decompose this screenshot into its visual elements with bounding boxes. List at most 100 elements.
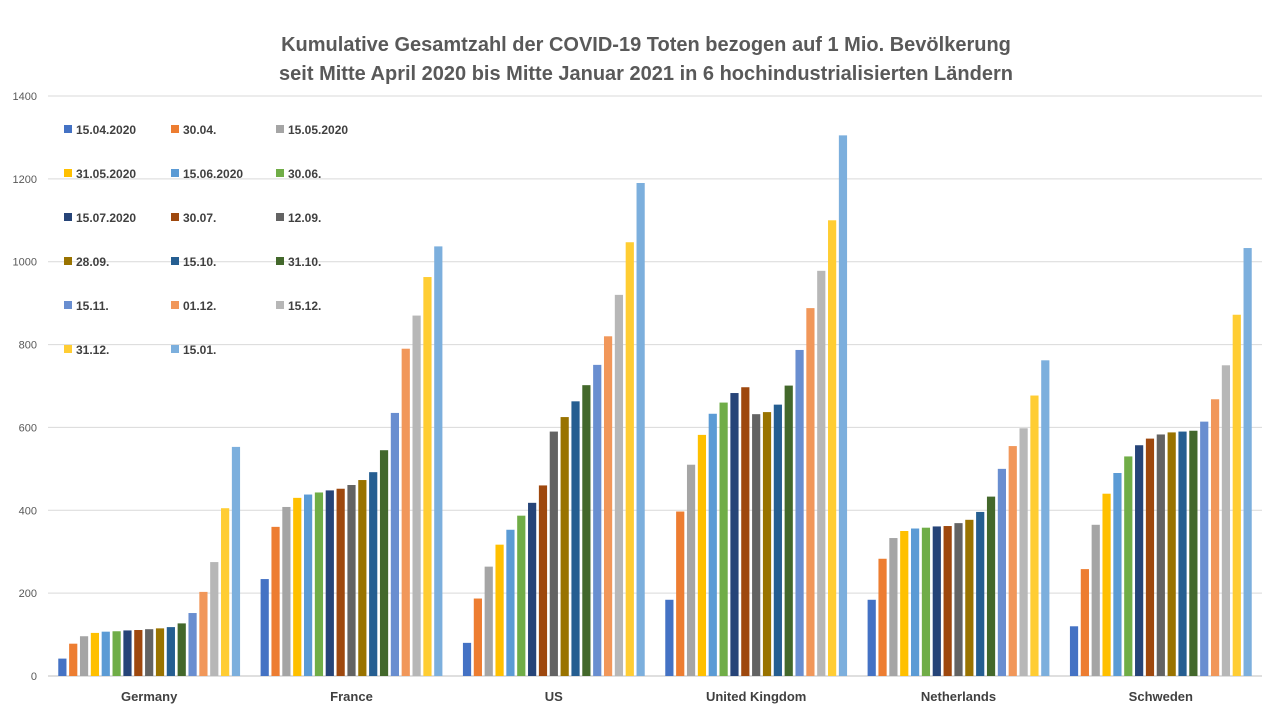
bar [390,412,399,676]
legend-swatch [171,257,179,265]
bar [1113,473,1122,676]
bar [336,488,345,676]
x-category-label: US [545,689,563,704]
bar [495,544,504,676]
bar [889,538,898,676]
bar [379,450,389,676]
bar [484,566,493,676]
legend-swatch [171,125,179,133]
plot-area [58,135,1252,677]
legend-label: 15.10. [183,255,216,269]
x-category-label: United Kingdom [706,689,806,704]
bar [199,591,208,676]
bar [221,508,230,676]
bar [806,308,815,676]
legend-label: 15.07.2020 [76,211,136,225]
bar [369,472,378,676]
bar [762,412,772,676]
bar [603,336,613,676]
bar [838,135,848,677]
bar [582,385,591,676]
y-tick-label: 200 [19,588,37,600]
y-axis: 0 200 400 600 800 1000 1200 1400 [13,91,37,683]
bar [686,464,696,676]
legend-label: 15.11. [76,299,109,313]
bar [101,631,110,676]
bar [325,490,334,676]
bar [304,494,313,676]
legend-swatch [171,301,179,309]
bar [997,468,1006,676]
bar [1189,430,1198,676]
bar [954,523,963,676]
bar [986,496,996,676]
bar [965,519,974,676]
bar [401,348,410,676]
bar [976,511,985,676]
bar [210,562,219,676]
bar [867,599,876,676]
bar [1243,248,1252,677]
legend-swatch [64,345,72,353]
gridlines [48,95,1262,677]
bar [1041,360,1050,676]
bar [614,294,624,676]
bar [878,558,887,676]
bar [177,623,186,676]
legend-label: 30.04. [183,123,216,137]
bar [1008,446,1017,676]
bar [538,485,548,676]
bar [1200,421,1209,676]
legend-swatch [276,169,284,177]
bar [676,511,685,676]
bar [260,579,269,676]
bar [528,502,537,676]
legend-label: 12.09. [288,211,321,225]
bar [730,393,739,676]
bar [1102,493,1111,676]
bar [1135,445,1144,676]
x-category-label: Schweden [1129,689,1193,704]
legend-swatch [171,169,179,177]
bar [282,506,291,676]
bar [1091,524,1100,676]
bar [155,628,165,676]
bar [462,642,472,676]
legend-label: 15.01. [183,343,216,357]
x-axis: Germany France US United Kingdom Netherlands… [121,689,1193,704]
y-tick-label: 1200 [13,174,37,186]
bar [697,434,707,676]
legend-swatch [276,257,284,265]
x-category-label: France [330,689,373,704]
bar [134,630,143,676]
bar [412,315,421,676]
bar [1080,569,1089,676]
legend-swatch [171,345,179,353]
legend-label: 31.10. [288,255,321,269]
bar [1167,432,1176,676]
bar [636,183,645,676]
bar [911,528,920,676]
legend-swatch [276,125,284,133]
bar [549,431,558,676]
bar [665,599,674,676]
bar [79,636,89,676]
y-tick-label: 800 [19,340,37,352]
bar [517,515,526,676]
bar [145,629,154,676]
legend-label: 15.06.2020 [183,167,243,181]
bar [560,417,569,676]
legend-swatch [276,301,284,309]
legend-label: 15.04.2020 [76,123,136,137]
legend-label: 15.05.2020 [288,123,348,137]
bar [571,401,580,676]
bar [188,613,197,676]
bar [900,531,909,676]
bar [1124,456,1133,676]
bar [90,632,100,676]
bar [817,270,826,676]
legend-swatch [171,213,179,221]
bar [1145,438,1155,676]
legend-label: 15.12. [288,299,321,313]
